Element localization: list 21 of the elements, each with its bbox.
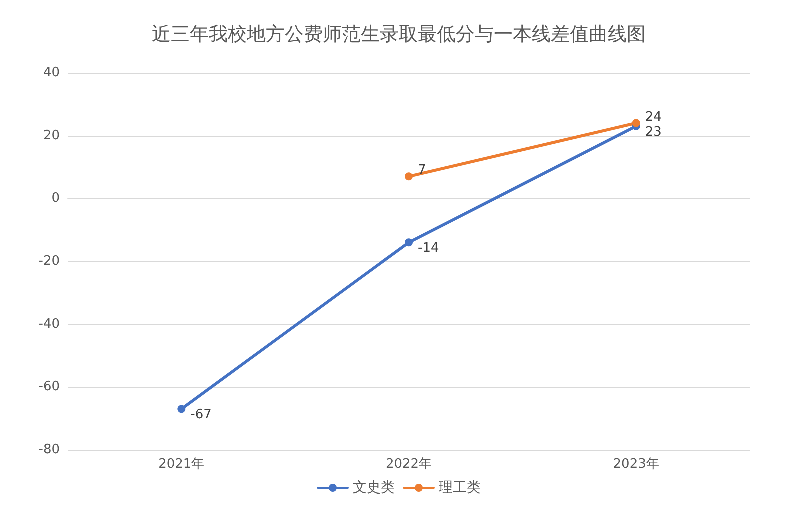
y-tick-label: -60 — [38, 380, 60, 395]
y-tick-label: -80 — [38, 442, 60, 458]
x-tick-label: 2021年 — [158, 457, 205, 472]
y-tick-label: 20 — [43, 128, 60, 144]
point — [405, 172, 413, 181]
y-tick-label: 0 — [52, 191, 60, 206]
data-label: -14 — [418, 241, 440, 256]
y-tick-label: -20 — [38, 254, 60, 269]
point — [405, 238, 413, 247]
x-tick-label: 2022年 — [386, 457, 432, 472]
data-label: 23 — [645, 124, 662, 140]
legend-label: 文史类 — [353, 480, 395, 496]
chart-title: 近三年我校地方公费师范生录取最低分与一本线差值曲线图 — [152, 24, 646, 46]
legend-label: 理工类 — [439, 480, 481, 496]
point — [178, 405, 186, 414]
data-label: 24 — [645, 110, 662, 125]
y-tick-label: 40 — [43, 66, 60, 80]
y-tick-label: -40 — [38, 316, 60, 332]
data-label: -67 — [190, 408, 212, 423]
x-tick-label: 2023年 — [613, 457, 660, 472]
point — [632, 119, 640, 128]
